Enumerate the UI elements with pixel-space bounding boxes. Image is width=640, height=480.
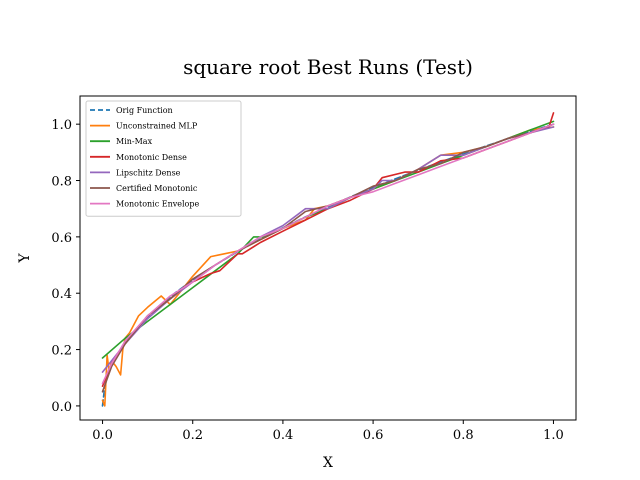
y-axis-ticks: 0.0 0.2 0.4 0.6 0.8 1.0 [51, 118, 80, 415]
x-axis-ticks: 0.0 0.2 0.4 0.6 0.8 1.0 [92, 420, 564, 443]
legend-label: Unconstrained MLP [116, 122, 198, 131]
x-tick-label: 0.2 [182, 428, 203, 443]
x-tick-label: 0.6 [363, 428, 384, 443]
legend-box [85, 100, 242, 217]
series-line-monotonic-envelope [101, 123, 555, 385]
legend-label: Min-Max [116, 137, 153, 146]
y-tick-label: 0.4 [51, 287, 72, 302]
y-tick-label: 0.8 [51, 175, 72, 190]
legend: Orig Function Unconstrained MLP Min-Max Mon… [85, 100, 242, 217]
y-tick-label: 1.0 [51, 118, 72, 133]
x-tick-label: 0.8 [453, 428, 474, 443]
series-lines [101, 112, 555, 407]
x-tick-label: 0.0 [92, 428, 113, 443]
plot-frame [79, 95, 577, 421]
series-line-certified-monotonic [101, 123, 555, 393]
legend-label: Monotonic Dense [116, 153, 187, 162]
y-tick-label: 0.6 [51, 231, 72, 246]
legend-label: Certified Monotonic [116, 184, 198, 193]
series-line-lipschitz-dense [101, 126, 555, 373]
y-tick-label: 0.0 [51, 400, 72, 415]
y-axis-label: Y [17, 253, 33, 264]
x-axis-label: X [323, 455, 333, 471]
y-tick-label: 0.2 [51, 344, 72, 359]
chart-title: square root Best Runs (Test) [183, 55, 473, 79]
legend-label: Monotonic Envelope [116, 200, 199, 209]
x-tick-label: 1.0 [543, 428, 564, 443]
legend-label: Orig Function [116, 106, 173, 115]
legend-label: Lipschitz Dense [116, 168, 181, 177]
x-tick-label: 0.4 [273, 428, 294, 443]
plot-area [79, 95, 577, 421]
